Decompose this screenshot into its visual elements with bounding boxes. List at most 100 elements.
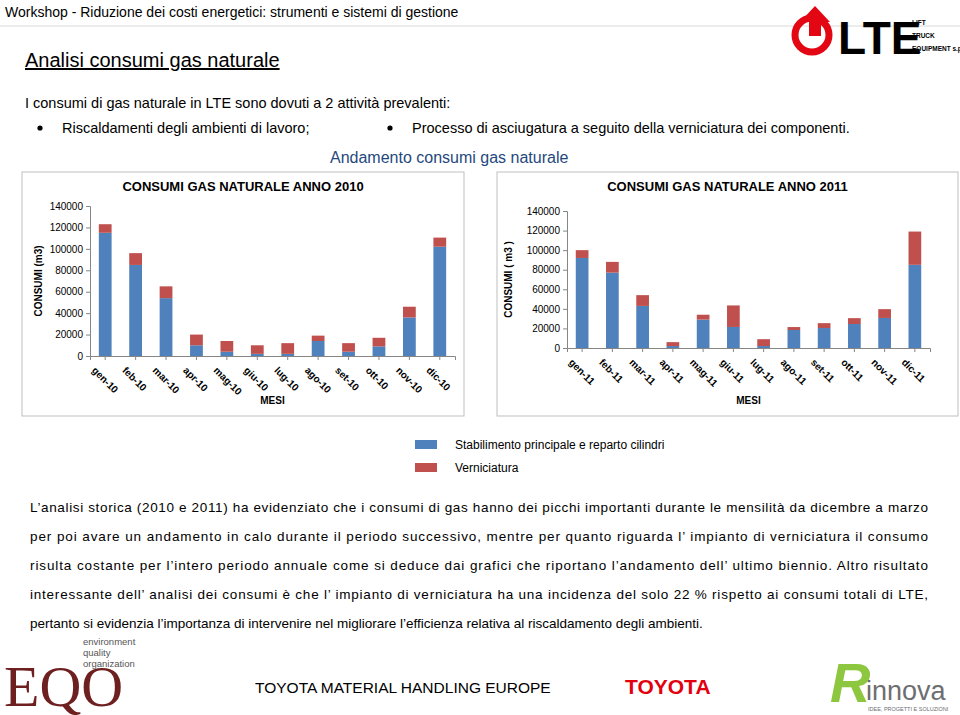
tick-mark	[703, 348, 704, 352]
tick-mark	[86, 356, 90, 357]
tick-mark	[166, 356, 167, 360]
x-tick: ott-11	[839, 348, 866, 384]
y-tick: 0	[554, 343, 567, 354]
tick-label: gen-11	[567, 357, 597, 387]
tick-mark	[196, 356, 197, 360]
logo-rinnova: RinnovaIDEE, PROGETTI E SOLUZIONI	[830, 651, 949, 714]
bullet-dot	[37, 125, 42, 130]
bar	[606, 262, 619, 273]
logo-text: LTE	[838, 12, 921, 64]
bar	[697, 320, 710, 348]
bar	[190, 335, 203, 346]
tick-label: ago-11	[779, 357, 809, 387]
axis-line	[563, 212, 568, 349]
logo-text: quality	[83, 647, 111, 658]
tick-label: 140000	[527, 206, 561, 217]
y-axis: 020000400006000080000100000120000140000	[50, 201, 91, 362]
charts-heading: Andamento consumi gas naturale	[330, 149, 568, 166]
tick-label: 20000	[532, 323, 560, 334]
tick-label: 40000	[532, 304, 560, 315]
bar	[251, 345, 264, 354]
chart-title: CONSUMI GAS NATURALE ANNO 2011	[607, 179, 848, 194]
x-tick: set-11	[809, 348, 837, 385]
bar	[667, 346, 680, 348]
paragraph-line: risulta costante per l’intero periodo an…	[30, 558, 928, 573]
tick-label: 140000	[50, 201, 84, 212]
y-tick: 140000	[50, 201, 90, 212]
paragraph-line: L’analisi storica (2010 e 2011) ha evide…	[30, 500, 928, 515]
bar	[636, 306, 649, 348]
chart-frame	[22, 172, 464, 416]
tick-mark	[563, 250, 567, 251]
logo-text: environment	[83, 636, 136, 647]
tick-mark	[563, 231, 567, 232]
tick-mark	[348, 356, 349, 360]
bar	[312, 341, 325, 356]
tick-label: set-11	[809, 357, 837, 385]
tick-mark	[86, 249, 90, 250]
tick-label: 40000	[55, 308, 83, 319]
tick-mark	[563, 348, 567, 349]
x-tick: ago-11	[779, 348, 809, 387]
x-axis-title: MESI	[736, 395, 761, 406]
legend-swatch	[415, 440, 437, 449]
tick-label: lug-11	[748, 357, 777, 386]
tick-mark	[884, 348, 885, 352]
bar	[373, 346, 386, 356]
x-tick: feb-10	[120, 356, 149, 394]
x-tick: mag-11	[688, 348, 720, 389]
tick-label: ott-11	[839, 357, 866, 384]
bar	[909, 232, 922, 265]
x-tick: apr-11	[658, 348, 687, 386]
tick-mark	[612, 348, 613, 352]
y-tick: 20000	[55, 329, 90, 340]
tick-mark	[409, 356, 410, 360]
x-tick: nov-11	[869, 348, 899, 387]
bar	[727, 305, 740, 327]
bar	[99, 233, 112, 356]
tick-mark	[318, 356, 319, 360]
bar	[433, 238, 446, 247]
tick-mark	[914, 348, 915, 352]
tick-mark	[257, 356, 258, 360]
tick-mark	[733, 348, 734, 352]
tick-label: dic-11	[900, 357, 928, 385]
paragraph-line: interessante dell’ analisi dei consumi è…	[30, 587, 928, 602]
bar	[818, 323, 831, 328]
bar	[129, 253, 142, 265]
y-tick: 80000	[55, 265, 90, 276]
tick-label: 20000	[55, 329, 83, 340]
logo-text: R	[830, 651, 871, 714]
tick-label: mar-11	[627, 357, 658, 388]
tick-label: nov-10	[394, 365, 425, 396]
tick-label: 0	[554, 343, 560, 354]
legend-swatch	[415, 463, 437, 472]
x-tick: ott-10	[364, 356, 391, 392]
logo-text: TOYOTA	[625, 675, 711, 698]
logo-text: organization	[83, 658, 135, 669]
tick-label: lug-10	[272, 365, 301, 394]
logo-text: IDEE, PROGETTI E SOLUZIONI	[868, 706, 949, 712]
tick-label: 100000	[527, 245, 561, 256]
tick-mark	[105, 356, 106, 360]
tick-mark	[642, 348, 643, 352]
bar	[788, 330, 801, 348]
y-tick: 0	[77, 351, 90, 362]
tick-mark	[86, 227, 90, 228]
bullet-dot	[387, 125, 392, 130]
bullet: Riscaldamenti degli ambienti di lavoro;	[62, 120, 309, 136]
bar	[220, 341, 233, 352]
bar	[606, 273, 619, 348]
x-tick: gen-11	[567, 348, 597, 387]
y-tick: 100000	[50, 244, 90, 255]
bar	[667, 342, 680, 346]
x-tick: apr-10	[181, 356, 210, 394]
y-tick: 140000	[527, 206, 567, 217]
y-axis-title: CONSUMI (m3)	[33, 245, 44, 316]
paragraph-line: per poi avare un andamento in calo duran…	[30, 529, 928, 544]
tick-mark	[86, 270, 90, 271]
bar	[848, 318, 861, 324]
tick-mark	[378, 356, 379, 360]
tick-label: mag-11	[688, 357, 720, 389]
tick-label: dic-10	[424, 365, 453, 394]
